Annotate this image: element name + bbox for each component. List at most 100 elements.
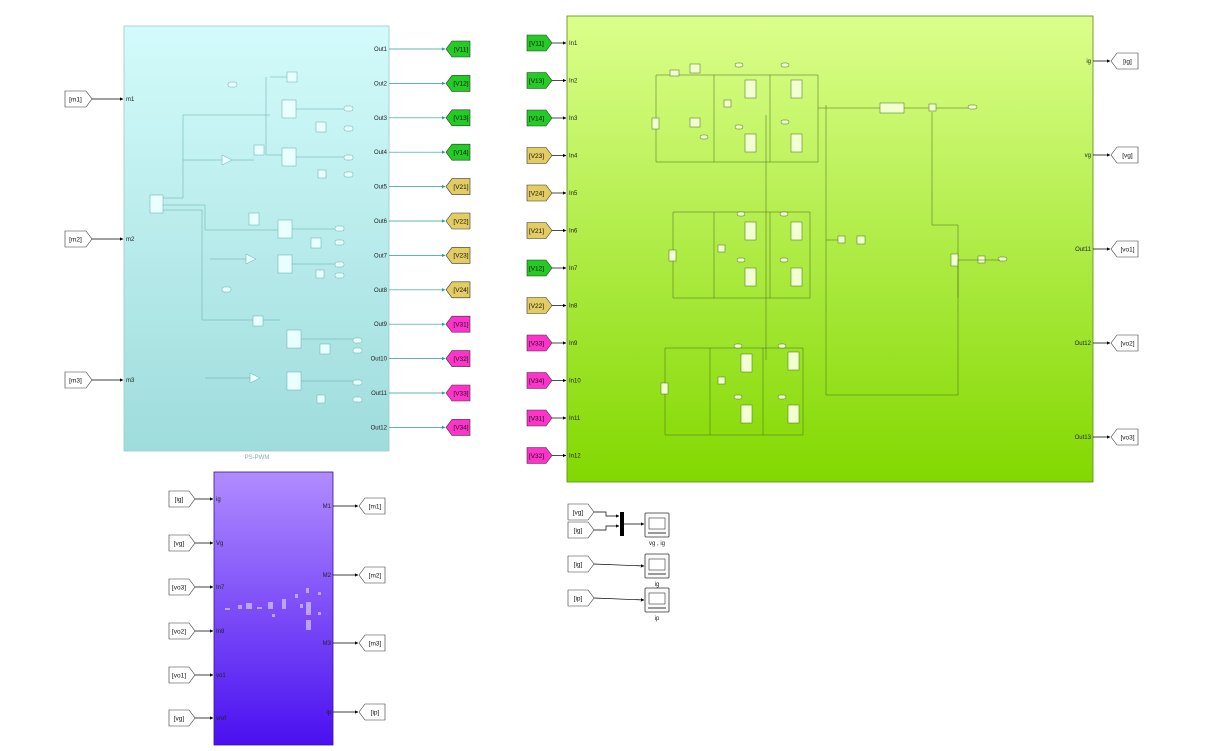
inverter-port-in6: In6 (569, 229, 578, 235)
goto-tag-v23[interactable]: [V23] (445, 247, 471, 264)
pwm-caption: PS-PWM (245, 455, 270, 461)
from-tag-vo2-3[interactable]: [vo2] (168, 622, 196, 640)
inverter-port-in7: In7 (569, 266, 578, 272)
goto-tag-ig[interactable]: [ig] (1110, 52, 1139, 70)
scope-0[interactable]: vg , ig (644, 512, 670, 547)
controller-from-tags: [ig] [vg] [vo3] [vo2] [vo1] [vg] (168, 490, 214, 727)
inverter-port-in8: In8 (569, 304, 578, 310)
goto-tag-v32[interactable]: [V32] (445, 350, 471, 367)
controller-goto-tags: [m1] [m2] [m3] [ip] (333, 497, 386, 721)
inverter-port-in3: In3 (569, 116, 578, 122)
from-tag-m2[interactable]: [m2] (64, 230, 93, 248)
goto-tag-v24[interactable]: [V24] (445, 281, 471, 299)
goto-tag-v12[interactable]: [V12] (445, 75, 471, 92)
from-tag-v31[interactable]: [V31] (526, 409, 553, 427)
from-tag-v14-label: [V14] (529, 115, 544, 122)
from-tag-v24[interactable]: [V24] (526, 184, 553, 202)
inverter-ports: In1 In2 In3 In4 In5 In6 In7 In8 In9 In10 In11 In12 i… (569, 41, 1092, 460)
from-tag-vo3-2[interactable]: [vo3] (168, 578, 196, 596)
from-tag-vg-5[interactable]: [vg] (168, 709, 196, 727)
from-tag-ig-0-label: [ig] (175, 496, 184, 503)
from-tag-v24-label: [V24] (529, 190, 544, 197)
controller-port-vref: vref (216, 716, 226, 722)
pwm-ports: m1 m2 m3 Out1 Out2 Out3 Out4 Out5 Out6 Out7 Out8 Ou… (126, 47, 388, 431)
goto-tag-v34-label: [V34] (453, 425, 468, 432)
goto-tag-vo2-label: [vo2] (1120, 340, 1134, 347)
from-tag-v11[interactable]: [V11] (526, 34, 553, 52)
goto-tag-v12-label: [V12] (453, 81, 468, 88)
goto-tag-m1-label: [m1] (369, 503, 382, 510)
from-tag-ig-0[interactable]: [ig] (168, 490, 196, 508)
from-tag-ig-scope[interactable]: [ig] (567, 521, 595, 539)
from-tag-v21[interactable]: [V21] (526, 222, 553, 239)
goto-tag-ig-label: [ig] (1123, 58, 1132, 65)
scope-1[interactable]: ig (644, 553, 670, 588)
from-tag-v23[interactable]: [V23] (526, 147, 553, 164)
from-tag-m3[interactable]: [m3] (64, 371, 93, 389)
from-tag-vg-1-label: [vg] (174, 540, 185, 547)
goto-tag-m1[interactable]: [m1] (358, 497, 386, 515)
goto-tag-vo2[interactable]: [vo2] (1110, 334, 1139, 352)
goto-tag-v13[interactable]: [V13] (445, 109, 471, 127)
from-tag-v32[interactable]: [V32] (526, 447, 553, 464)
controller-port-vo1: vo1 (216, 673, 226, 679)
controller-subsystem[interactable] (213, 471, 334, 746)
from-tag-ip-scope[interactable]: [ip] (567, 589, 595, 607)
from-tag-v22[interactable]: [V22] (526, 297, 553, 314)
goto-tag-vo1[interactable]: [vo1] (1110, 240, 1139, 258)
scopes-area: [vg] [ig] vg , ig [ig] ig [ip] ip (567, 503, 670, 622)
from-tag-v12[interactable]: [V12] (526, 259, 553, 277)
scope-icon (648, 573, 666, 575)
goto-tag-m2[interactable]: [m2] (358, 566, 386, 584)
pwm-port-out6: Out6 (374, 219, 388, 225)
signal-line (593, 597, 645, 602)
goto-tag-v21[interactable]: [V21] (445, 178, 471, 195)
goto-tag-v34[interactable]: [V34] (445, 419, 471, 436)
inverter-port-in10: In10 (569, 379, 581, 385)
goto-tag-v14[interactable]: [V14] (445, 143, 471, 161)
scope-2[interactable]: ip (644, 587, 670, 622)
goto-tag-v11[interactable]: [V11] (445, 40, 471, 58)
controller-port-ig: ig (216, 497, 221, 503)
from-tag-m1[interactable]: [m1] (64, 90, 93, 108)
pwm-subsystem[interactable]: PS-PWM (123, 25, 390, 461)
pwm-goto-tags: [V11] [V12] [V13] [V14] [V21] [V22] [V23] [V24]… (389, 40, 471, 436)
goto-tag-ip[interactable]: [ip] (358, 703, 386, 721)
from-tag-vg-scope[interactable]: [vg] (567, 503, 595, 521)
from-tag-v13[interactable]: [V13] (526, 72, 553, 89)
pwm-internals (149, 71, 363, 404)
controller-internals (225, 588, 321, 630)
pwm-port-out2: Out2 (374, 81, 388, 87)
from-tag-v34[interactable]: [V34] (526, 372, 553, 389)
from-tag-v12-label: [V12] (529, 265, 544, 272)
goto-tag-v31[interactable]: [V31] (445, 315, 471, 333)
from-tag-ig-scope2[interactable]: [ig] (567, 555, 595, 573)
inverter-port-in2: In2 (569, 79, 578, 85)
pwm-port-out11: Out11 (371, 391, 388, 397)
inverter-port-in11: In11 (569, 416, 581, 422)
scope-icon (648, 532, 666, 534)
from-tag-m1-label: [m1] (69, 96, 82, 103)
from-tag-m2-label: [m2] (69, 236, 82, 243)
signal-line (594, 524, 620, 531)
goto-tag-m3[interactable]: [m3] (358, 634, 386, 652)
pwm-port-out8: Out8 (374, 288, 388, 294)
mux-block[interactable] (620, 512, 624, 536)
from-tag-v34-label: [V34] (529, 378, 544, 385)
from-tag-vg-1[interactable]: [vg] (168, 534, 196, 552)
goto-tag-v33[interactable]: [V33] (445, 384, 471, 402)
goto-tag-v23-label: [V23] (453, 253, 468, 260)
scope-caption: vg , ig (649, 541, 665, 547)
from-tag-vo1-4[interactable]: [vo1] (168, 666, 196, 684)
signal-line (593, 563, 645, 568)
from-tag-v14[interactable]: [V14] (526, 109, 553, 127)
scope-caption: ip (655, 616, 660, 622)
inverter-subsystem[interactable] (566, 15, 1094, 483)
goto-tag-vo1-label: [vo1] (1120, 246, 1134, 253)
goto-tag-v24-label: [V24] (453, 287, 468, 294)
from-tag-v33[interactable]: [V33] (526, 334, 553, 352)
goto-tag-vo3[interactable]: [vo3] (1110, 428, 1139, 446)
goto-tag-vg[interactable]: [vg] (1110, 146, 1139, 164)
goto-tag-v22[interactable]: [V22] (445, 212, 471, 230)
pwm-port-out3: Out3 (374, 116, 388, 122)
